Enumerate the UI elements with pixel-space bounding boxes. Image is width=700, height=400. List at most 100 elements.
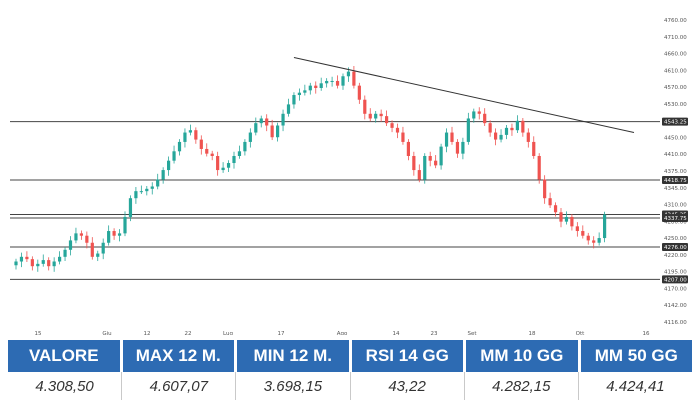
- candle-body: [543, 179, 547, 199]
- candle-body: [210, 153, 214, 156]
- candle-body: [499, 134, 503, 140]
- candle-body: [216, 155, 220, 171]
- candle-body: [117, 233, 122, 236]
- candle-body: [286, 104, 291, 114]
- candle-body: [232, 155, 236, 164]
- stats-table: VALORE MAX 12 M. MIN 12 M. RSI 14 GG MM …: [8, 340, 692, 400]
- candle-body: [90, 242, 94, 257]
- candle-body: [483, 113, 487, 124]
- candle-body: [466, 118, 470, 142]
- candle-body: [63, 249, 67, 257]
- candle-body: [254, 123, 258, 133]
- candle-body: [455, 141, 460, 154]
- x-tick-label: 18: [529, 331, 536, 335]
- level-label-bg: [662, 214, 688, 223]
- candle-body: [14, 261, 18, 266]
- candle-body: [341, 76, 345, 86]
- level-label: 4418.75: [664, 178, 687, 184]
- candle-body: [221, 167, 225, 171]
- candle-body: [156, 179, 160, 187]
- candle-body: [25, 256, 29, 260]
- candle-body: [128, 198, 133, 217]
- y-tick-label: 4170.00: [664, 286, 687, 292]
- candle-body: [281, 113, 285, 126]
- candle-body: [472, 111, 476, 119]
- candle-body: [319, 83, 323, 88]
- y-tick-label: 4450.00: [664, 135, 687, 141]
- candle-body: [172, 151, 176, 161]
- candle-body: [581, 231, 585, 236]
- candle-body: [417, 170, 421, 180]
- candle-body: [303, 90, 307, 93]
- candle-body: [444, 132, 449, 147]
- candle-body: [325, 80, 329, 84]
- value-max-12m: 4.607,07: [122, 372, 237, 400]
- x-tick-label: 16: [643, 331, 650, 335]
- value-mm-50gg: 4.424,41: [606, 377, 665, 395]
- candle-body: [412, 155, 416, 171]
- candle-body: [592, 240, 596, 243]
- trendline: [293, 57, 635, 134]
- header-valore: VALORE: [8, 340, 123, 372]
- candle-body: [395, 127, 400, 133]
- candle-body: [488, 123, 492, 133]
- candle-body: [183, 132, 187, 142]
- candle-body: [68, 240, 73, 250]
- stats-value-row: 4.308,50 4.607,07 3.698,15 43,22 4.282,1…: [8, 372, 692, 400]
- y-tick-label: 4116.00: [664, 320, 687, 326]
- candle-body: [74, 233, 78, 241]
- candle-body: [477, 111, 481, 114]
- candle-body: [308, 85, 312, 91]
- candle-body: [521, 120, 525, 133]
- candle-body: [390, 123, 394, 128]
- candle-body: [385, 116, 389, 124]
- x-tick-label: 12: [144, 331, 151, 335]
- candle-body: [41, 260, 45, 264]
- candle-body: [36, 263, 40, 267]
- level-label-bg: [662, 117, 688, 126]
- candle-body: [297, 92, 301, 96]
- y-tick-label: 4610.00: [664, 68, 687, 74]
- y-tick-label: 4142.00: [664, 303, 687, 309]
- candlestick-chart-svg: 4760.00 4710.00 4660.00 4610.00 4570.00 4530.…: [10, 18, 688, 335]
- level-label: 4337.75: [664, 216, 687, 222]
- level-label-bg: [662, 176, 688, 185]
- level-label-bg: [662, 275, 688, 284]
- candle-body: [314, 85, 318, 88]
- candle-body: [352, 71, 356, 86]
- x-tick-label: Set: [467, 331, 477, 335]
- candle-body: [101, 242, 105, 254]
- candle-body: [494, 132, 498, 140]
- candle-body: [515, 120, 519, 131]
- candle-body: [575, 226, 579, 232]
- candle-body: [335, 80, 340, 86]
- y-tick-label: 4310.00: [664, 203, 687, 209]
- y-tick-label: 4570.00: [664, 85, 687, 91]
- candle-body: [559, 212, 563, 222]
- candle-body: [47, 260, 51, 267]
- y-tick-label: 4660.00: [664, 52, 687, 58]
- candle-body: [276, 125, 280, 138]
- candle-body: [292, 95, 296, 105]
- candle-body: [177, 141, 182, 152]
- header-max-12m: MAX 12 M.: [122, 340, 237, 372]
- candle-body: [243, 141, 247, 152]
- value-min-12m: 3.698,15: [236, 372, 351, 400]
- candle-body: [248, 132, 252, 142]
- candle-body: [461, 141, 465, 154]
- candle-body: [564, 216, 569, 222]
- value-rsi-14gg: 43,22: [351, 372, 465, 400]
- y-tick-label: 4530.00: [664, 102, 687, 108]
- candle-body: [379, 113, 383, 117]
- candle-body: [330, 80, 334, 82]
- candle-body: [428, 155, 432, 161]
- level-label: 4276.00: [664, 245, 687, 251]
- candle-body: [270, 125, 274, 138]
- candle-body: [346, 71, 351, 77]
- candle-body: [603, 214, 607, 239]
- value-mm-10gg: 4.282,15: [465, 372, 579, 400]
- header-mm-50gg: MM 50 GG: [580, 340, 692, 372]
- candle-body: [194, 130, 198, 140]
- candle-body: [532, 141, 536, 156]
- candle-body: [570, 216, 574, 227]
